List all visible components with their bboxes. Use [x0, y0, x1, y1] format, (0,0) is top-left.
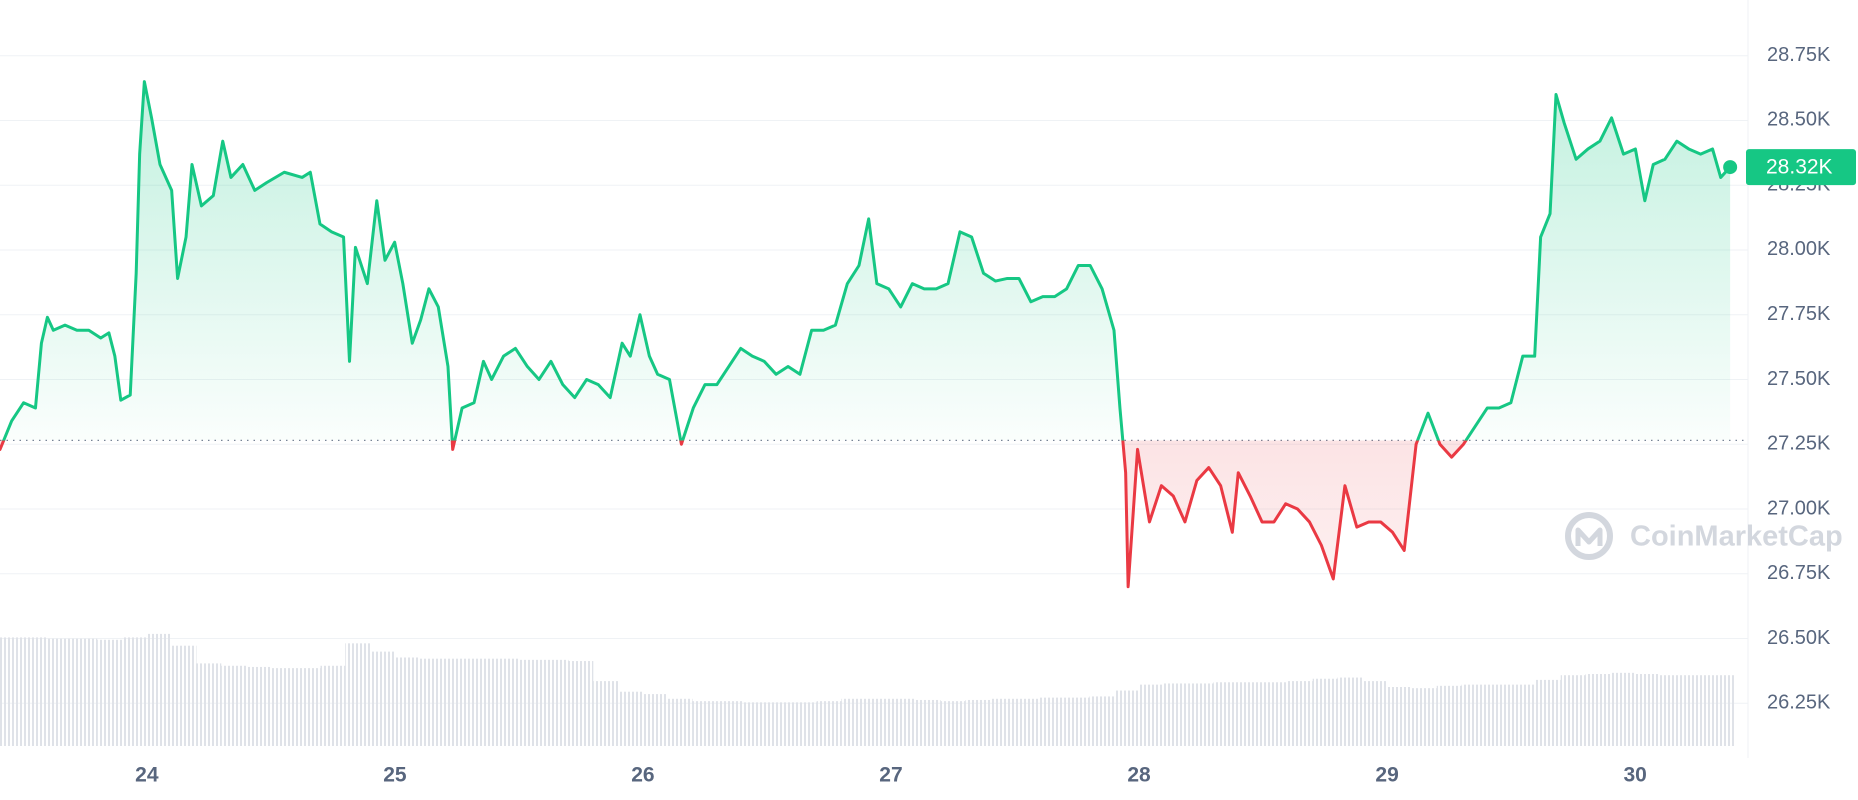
volume-bar [1684, 675, 1710, 746]
volume-bar [221, 665, 247, 746]
volume-bar [1610, 672, 1636, 746]
volume-bar [642, 694, 668, 746]
volume-bar [543, 659, 569, 746]
volume-bar [1263, 682, 1288, 746]
volume-bar [22, 637, 48, 746]
volume-bar [72, 638, 98, 746]
y-tick-label: 28.75K [1767, 44, 1831, 66]
watermark-logo-mark [1575, 527, 1603, 546]
volume-bar [766, 702, 792, 746]
volume-bar [841, 698, 867, 746]
last-point [1723, 160, 1738, 175]
x-tick-label: 25 [383, 764, 407, 787]
watermark-logo [1565, 512, 1613, 560]
volume-bar [816, 701, 842, 746]
volume-bar [1015, 698, 1040, 746]
volume-bar [1039, 697, 1065, 746]
volume-bar [1064, 697, 1090, 746]
volume-bar [1486, 684, 1512, 746]
volume-bar [990, 698, 1016, 746]
watermark-text: CoinMarketCap [1630, 521, 1843, 553]
y-tick-label: 26.50K [1767, 627, 1831, 649]
volume-bar [1362, 681, 1388, 746]
volume-bar [1114, 690, 1140, 746]
x-tick-label: 30 [1623, 764, 1646, 787]
y-tick-label: 27.75K [1767, 303, 1831, 325]
price-badge-label: 28.32K [1766, 156, 1833, 179]
volume-bar [1535, 679, 1561, 746]
volume-bar [1312, 678, 1338, 746]
volume-bar [915, 699, 941, 746]
volume-bar [0, 637, 23, 746]
volume-bar [593, 681, 619, 746]
volume-bar [742, 702, 767, 746]
volume-bar [171, 645, 197, 746]
price-line [0, 80, 1732, 589]
y-tick-label: 27.25K [1767, 433, 1831, 455]
volume-bar [295, 668, 321, 746]
volume-bar [1709, 675, 1735, 746]
volume-bar [394, 657, 420, 746]
volume-bar [196, 663, 222, 746]
volume-bar [717, 701, 743, 746]
volume-bar [940, 701, 966, 746]
volume-bar [965, 699, 991, 746]
volume-bar [246, 666, 271, 746]
volume-bar [1635, 674, 1660, 746]
volume-bar [1411, 688, 1437, 746]
volume-bar [692, 701, 718, 746]
volume-bar [1436, 685, 1462, 746]
volume-bar [469, 658, 495, 746]
volume-bar [1585, 674, 1611, 746]
volume-bar [518, 659, 544, 746]
volume-bar [568, 661, 594, 746]
volume-bar [1337, 677, 1363, 746]
price-area [0, 81, 1731, 587]
volume-bar [146, 633, 172, 746]
volume-bar [1163, 683, 1189, 746]
volume-bar [1213, 682, 1239, 746]
y-tick-label: 27.50K [1767, 368, 1831, 390]
volume-bar [47, 638, 73, 746]
volume-bar [419, 658, 445, 746]
volume-bar [1511, 684, 1536, 746]
volume-bar [1089, 696, 1115, 746]
y-tick-label: 28.50K [1767, 109, 1831, 131]
y-tick-label: 28.00K [1767, 238, 1831, 260]
volume-bar [791, 702, 817, 746]
volume-bar [890, 698, 916, 746]
volume-bar [1461, 684, 1487, 746]
volume-bar [667, 698, 693, 746]
y-tick-label: 27.00K [1767, 497, 1831, 519]
price-badge [1746, 149, 1856, 186]
watermark: CoinMarketCap [1565, 512, 1843, 560]
y-tick-label: 26.25K [1767, 692, 1831, 714]
volume-bar [494, 658, 519, 746]
x-tick-label: 27 [879, 764, 902, 787]
x-tick-label: 26 [631, 764, 654, 787]
x-tick-label: 28 [1127, 764, 1151, 787]
volume-bar [1188, 683, 1214, 746]
volume-bar [1387, 687, 1412, 746]
volume-bar [1560, 675, 1586, 746]
y-tick-label: 26.75K [1767, 562, 1831, 584]
volume-bar [1238, 682, 1264, 746]
volume-bar [1659, 675, 1685, 746]
volume-bar [1287, 681, 1313, 746]
x-tick-label: 29 [1375, 764, 1398, 787]
volume-bar [618, 691, 643, 746]
volume-bar [320, 665, 346, 746]
volume-bar [1139, 684, 1164, 746]
volume-bar [122, 637, 147, 746]
volume-bar [270, 668, 296, 746]
volume-bar [345, 643, 371, 746]
x-tick-label: 24 [135, 764, 159, 787]
volume-bar [444, 658, 470, 746]
volume-bar [370, 651, 395, 746]
volume-bar [97, 639, 123, 746]
volume-bar [866, 698, 891, 746]
